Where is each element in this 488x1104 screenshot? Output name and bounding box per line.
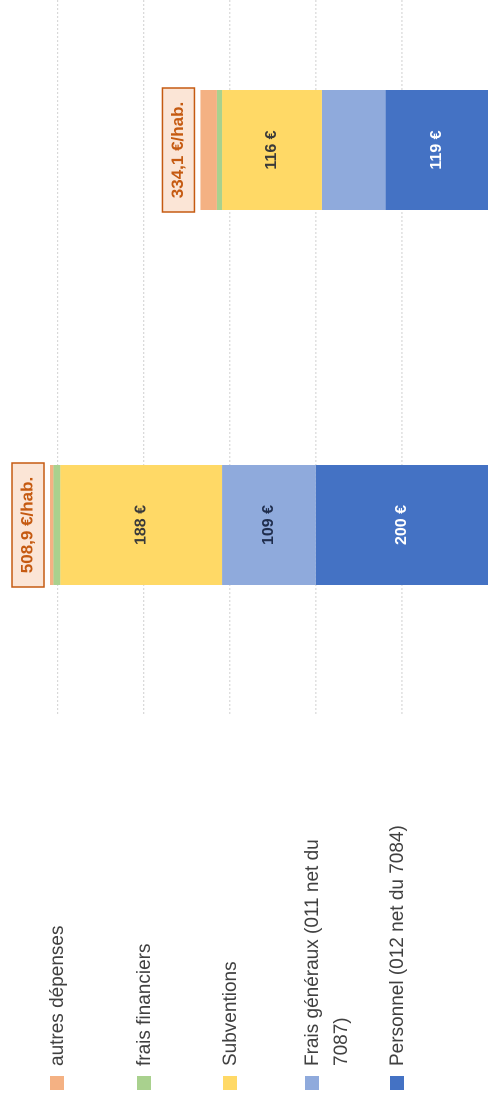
legend-entry: Subventions xyxy=(216,816,245,1090)
legend-swatch xyxy=(50,1076,64,1090)
total-text: 508,9 €/hab. xyxy=(17,477,36,573)
total-label: 508,9 €/hab. xyxy=(11,462,45,588)
bar-segment xyxy=(385,90,488,210)
data-label: 200 € xyxy=(393,505,410,545)
total-box xyxy=(11,462,45,588)
legend-label: Subventions xyxy=(220,961,241,1066)
bar-segment xyxy=(222,465,316,585)
bar-segment xyxy=(216,90,223,210)
data-label: 109 € xyxy=(260,505,277,545)
data-label: 119 € xyxy=(428,130,445,169)
bar-segment xyxy=(53,465,61,585)
bar-segment xyxy=(222,90,322,210)
data-label: 188 € xyxy=(132,505,149,545)
bar-segment xyxy=(60,465,223,585)
legend-entry: Personnel (012 net du 7084) xyxy=(383,816,412,1090)
bar-segment xyxy=(321,90,386,210)
legend-label: Frais généraux (011 net du 7087) xyxy=(302,839,352,1066)
total-label: 334,1 €/hab. xyxy=(161,87,196,213)
legend-entry: autres dépenses xyxy=(43,816,72,1090)
bar-segment xyxy=(200,90,217,210)
legend-label: autres dépenses xyxy=(47,925,68,1067)
bar-segment xyxy=(315,465,488,585)
legend-swatch xyxy=(137,1076,151,1090)
legend-swatch xyxy=(305,1076,319,1090)
bar-segment xyxy=(50,465,54,585)
legend-swatch xyxy=(223,1076,237,1090)
total-box xyxy=(161,87,196,213)
legend-swatch xyxy=(390,1076,404,1090)
legend-label: frais financiers xyxy=(134,943,155,1067)
legend-entry: frais financiers xyxy=(130,816,159,1090)
total-text: 334,1 €/hab. xyxy=(168,102,187,198)
legend-entry: Frais généraux (011 net du 7087) xyxy=(298,816,356,1090)
data-label: 116 € xyxy=(263,130,280,169)
legend-label: Personnel (012 net du 7084) xyxy=(387,825,408,1066)
